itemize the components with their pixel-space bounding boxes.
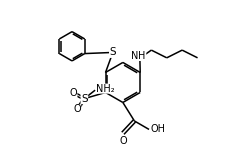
Text: O: O	[118, 136, 126, 146]
Text: O: O	[70, 88, 77, 98]
Text: S: S	[109, 47, 116, 57]
Text: OH: OH	[150, 124, 165, 134]
Text: N: N	[130, 51, 138, 61]
Text: H: H	[138, 51, 145, 61]
Text: NH₂: NH₂	[96, 84, 114, 94]
Text: O: O	[73, 104, 81, 114]
Text: S: S	[81, 94, 87, 104]
